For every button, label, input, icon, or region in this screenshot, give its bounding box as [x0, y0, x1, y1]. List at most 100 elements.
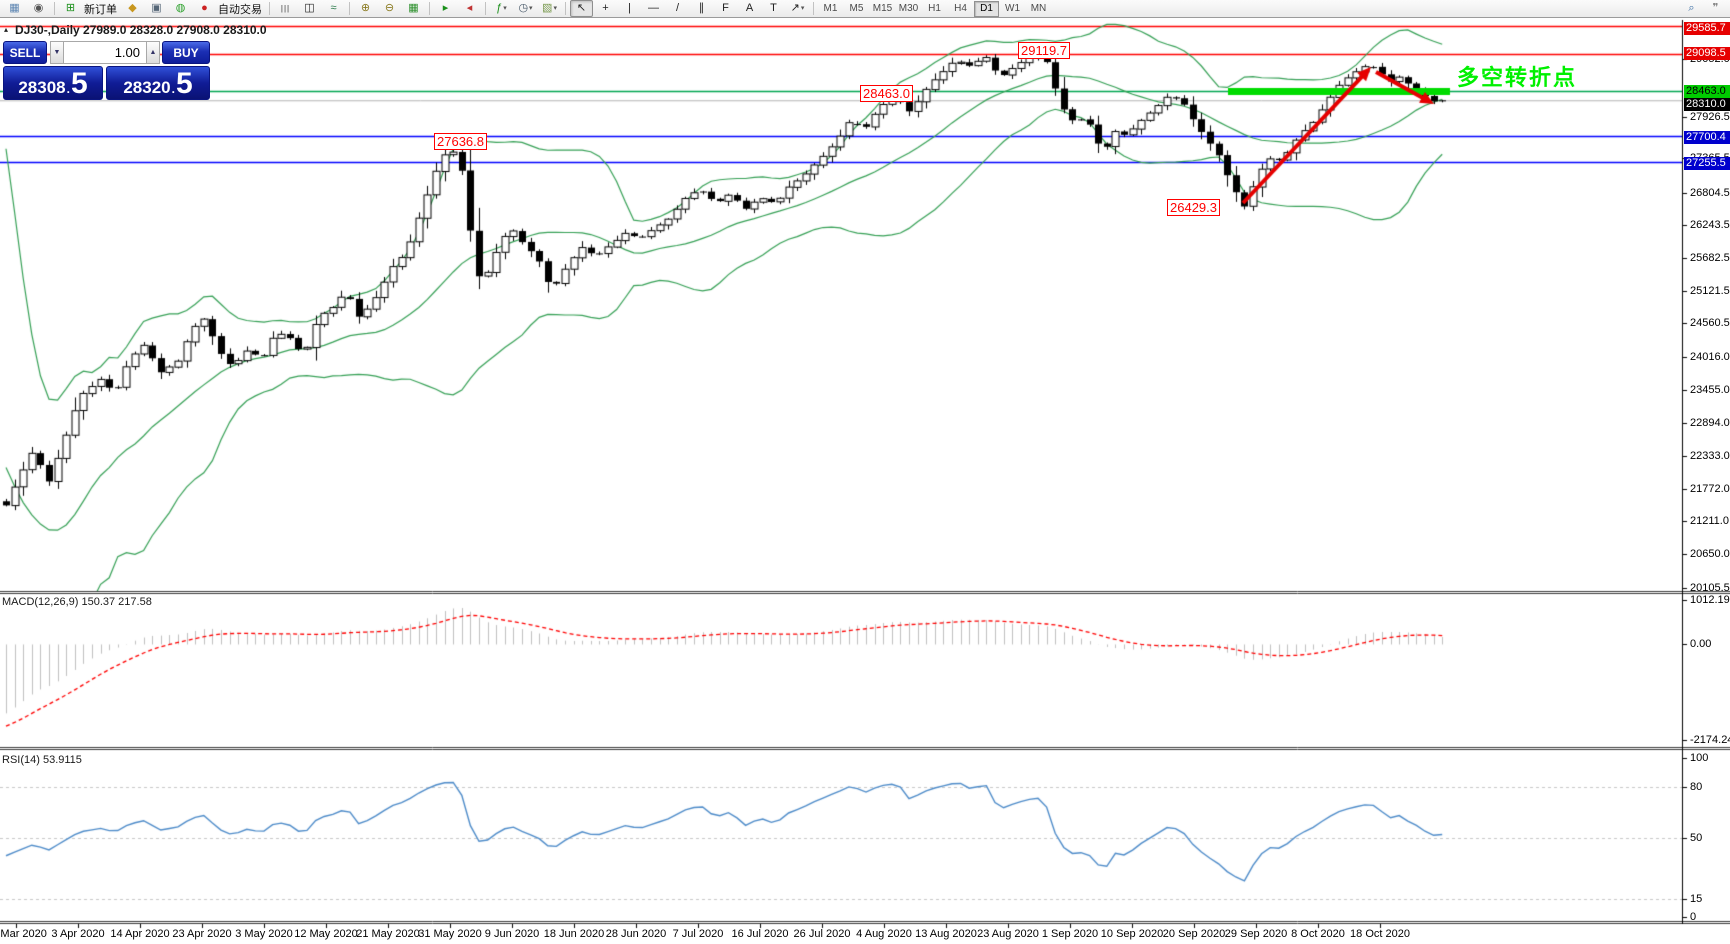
cursor-icon[interactable]: ↖: [570, 0, 593, 17]
market-watch-icon[interactable]: ◉: [33, 2, 44, 14]
price-axis-badge: 29585.7: [1684, 22, 1730, 35]
chart-collapse-icon[interactable]: ▴: [4, 25, 9, 34]
buy-price-display[interactable]: 28320 . 5: [106, 66, 210, 100]
date-tick-label: 4 Aug 2020: [856, 928, 912, 940]
metaeditor-icon[interactable]: ◆: [128, 2, 137, 14]
price-axis-badge: 28463.0: [1684, 85, 1730, 98]
annotation-text[interactable]: 多空转折点: [1457, 65, 1578, 90]
toolbar-separator: [485, 2, 486, 15]
buy-button[interactable]: BUY: [162, 41, 210, 64]
autotrade-label: 自动交易: [218, 3, 262, 16]
rsi-tick-label: 0: [1690, 911, 1697, 923]
price-callout-label[interactable]: 29119.7: [1018, 42, 1071, 59]
macd-tick-label: -2174.24: [1690, 734, 1730, 746]
rsi-indicator-label: RSI(14) 53.9115: [2, 754, 82, 766]
price-tick-label: 21772.0: [1690, 483, 1730, 495]
chat-icon[interactable]: ❞: [1712, 2, 1719, 14]
date-tick-label: 26 Jul 2020: [793, 928, 851, 940]
date-tick-label: 18 Oct 2020: [1350, 928, 1410, 940]
bar-chart-icon[interactable]: |||: [280, 3, 291, 13]
terminal-icon[interactable]: ▣: [151, 2, 162, 14]
vertical-line-icon[interactable]: |: [628, 2, 631, 14]
macd-tick-label: 1012.19: [1690, 594, 1730, 606]
crosshair-icon[interactable]: +: [602, 2, 609, 14]
timeframe-h1[interactable]: H1: [928, 3, 941, 14]
macd-indicator-label: MACD(12,26,9) 150.37 217.58: [2, 596, 152, 608]
channel-icon[interactable]: ∥: [698, 2, 705, 14]
dropdown-arrow-icon: ▾: [529, 5, 533, 12]
search-icon[interactable]: ⌕: [1688, 2, 1695, 14]
new-order-label: 新订单: [84, 3, 117, 16]
price-tick-label: 22333.0: [1690, 450, 1730, 462]
price-callout-label[interactable]: 27636.8: [434, 133, 487, 150]
date-tick-label: 14 Apr 2020: [110, 928, 170, 940]
autotrade-icon[interactable]: ●: [201, 2, 208, 14]
price-axis-badge: 27255.5: [1684, 157, 1730, 170]
signal-icon[interactable]: ◍: [175, 2, 186, 14]
sell-price-pip: 5: [70, 67, 88, 100]
date-tick-label: 8 Oct 2020: [1291, 928, 1345, 940]
date-tick-label: 1 Sep 2020: [1041, 928, 1099, 940]
price-tick-label: 21211.0: [1690, 515, 1729, 527]
sell-price-dot: .: [66, 82, 70, 96]
arrows-icon[interactable]: ↗ ▾: [790, 2, 805, 14]
timeframe-w1[interactable]: W1: [1005, 3, 1020, 14]
rsi-tick-label: 100: [1690, 752, 1709, 764]
horizontal-line-icon[interactable]: —: [648, 2, 659, 14]
timeframe-mn[interactable]: MN: [1030, 3, 1047, 14]
date-tick-label: 9 Jun 2020: [484, 928, 540, 940]
zoom-in-icon[interactable]: ⊕: [360, 2, 371, 14]
price-callout-label[interactable]: 26429.3: [1167, 199, 1220, 216]
price-axis-badge: 29098.5: [1684, 47, 1730, 60]
sell-price-display[interactable]: 28308 . 5: [3, 66, 103, 100]
rsi-tick-label: 15: [1690, 893, 1703, 905]
timeframe-m5[interactable]: M5: [849, 3, 864, 14]
timeframe-m30[interactable]: M30: [898, 3, 919, 14]
trendline-icon[interactable]: /: [675, 2, 680, 14]
timeframe-h4[interactable]: H4: [954, 3, 967, 14]
date-tick-label: 28 Jun 2020: [605, 928, 667, 940]
auto-scroll-icon[interactable]: ▸: [442, 2, 449, 14]
date-tick-label: 23 Apr 2020: [172, 928, 232, 940]
dropdown-arrow-icon: ▾: [503, 5, 507, 12]
price-tick-label: 20105.5: [1690, 582, 1730, 594]
chart-title: DJ30-,Daily 27989.0 28328.0 27908.0 2831…: [15, 23, 267, 37]
line-chart-icon[interactable]: ≈: [330, 2, 337, 14]
date-tick-label: 3 Apr 2020: [51, 928, 105, 940]
price-tick-label: 24560.5: [1690, 317, 1730, 329]
volume-up-icon[interactable]: ▲: [146, 41, 160, 64]
date-tick-label: 18 Jun 2020: [543, 928, 605, 940]
price-callout-label[interactable]: 28463.0: [860, 85, 913, 102]
periods-icon[interactable]: ◷ ▾: [518, 2, 533, 14]
new-order-icon[interactable]: ⊞: [65, 2, 76, 14]
date-tick-label: 20 Sep 2020: [1162, 928, 1226, 940]
zoom-out-icon[interactable]: ⊖: [384, 2, 395, 14]
rsi-tick-label: 50: [1690, 832, 1703, 844]
timeframe-d1[interactable]: D1: [974, 0, 999, 17]
volume-down-icon[interactable]: ▼: [50, 41, 64, 64]
fibonacci-icon[interactable]: F: [722, 2, 729, 14]
toolbar-separator: [54, 2, 55, 15]
templates-icon[interactable]: ▧ ▾: [542, 2, 557, 14]
chart-shift-icon[interactable]: ◂: [466, 2, 473, 14]
sell-button[interactable]: SELL: [3, 41, 47, 64]
rsi-tick-label: 80: [1690, 781, 1703, 793]
indicators-icon[interactable]: ƒ ▾: [496, 2, 507, 14]
timeframe-m15[interactable]: M15: [872, 3, 893, 14]
toolbar-separator: [349, 2, 350, 15]
volume-input[interactable]: [64, 41, 146, 64]
date-tick-label: 31 May 2020: [418, 928, 482, 940]
price-tick-label: 26804.5: [1690, 187, 1730, 199]
price-tick-label: 27926.5: [1690, 111, 1730, 123]
price-tick-label: 23455.0: [1690, 384, 1730, 396]
date-tick-label: 7 Jul 2020: [672, 928, 724, 940]
price-axis-badge: 28310.0: [1684, 98, 1730, 111]
candlestick-icon[interactable]: ◫: [304, 2, 315, 14]
timeframe-m1[interactable]: M1: [823, 3, 838, 14]
tile-windows-icon[interactable]: ▦: [408, 2, 419, 14]
text-label-icon[interactable]: T: [770, 2, 777, 14]
toolbar-separator: [269, 2, 270, 15]
chart-window-icon[interactable]: ▦: [9, 2, 20, 14]
text-icon[interactable]: A: [745, 2, 754, 14]
